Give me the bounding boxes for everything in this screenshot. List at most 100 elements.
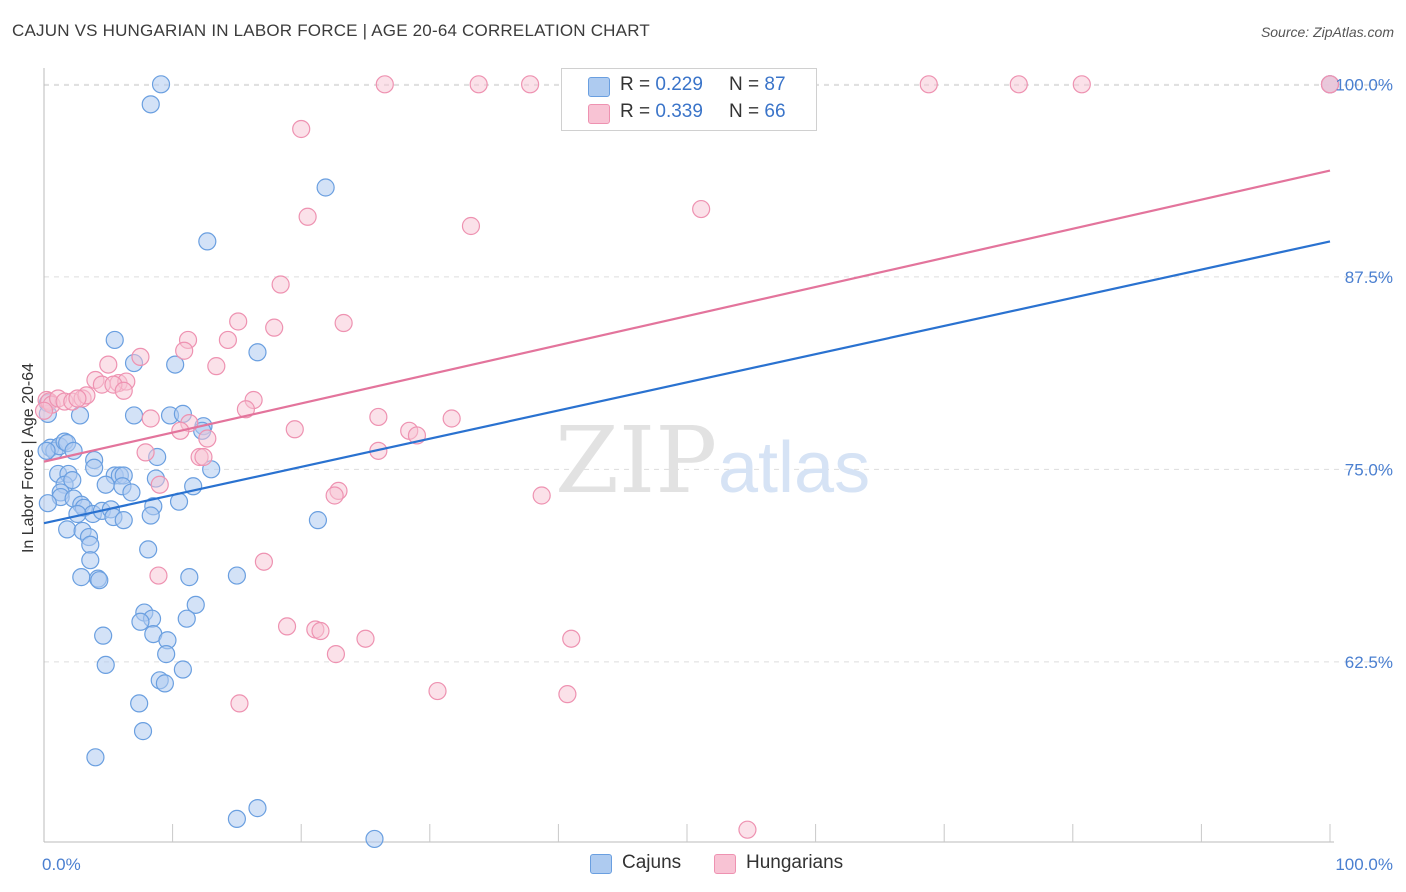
hungarian-point-3: [919, 75, 938, 94]
hungarian-point-56: [532, 486, 551, 505]
hungarian-point-36: [68, 389, 87, 408]
hungarian-point-12: [271, 275, 290, 294]
hungarian-point-21: [99, 355, 118, 374]
bottom-legend-label-hungarians: Hungarians: [746, 852, 844, 873]
cajun-point-79: [130, 694, 149, 713]
hungarian-point-48: [198, 429, 217, 448]
cajun-point-54: [308, 511, 328, 530]
hungarian-point-63: [562, 629, 581, 648]
hungarian-point-5: [1072, 75, 1091, 94]
bottom-legend-swatch-cajuns: [590, 854, 612, 874]
cajun-point-35: [96, 475, 115, 494]
watermark-zip: ZIP: [555, 407, 717, 514]
hungarian-point-14: [229, 312, 248, 331]
hungarian-point-66: [558, 685, 577, 704]
cajun-point-60: [139, 540, 158, 559]
legend-swatch-cajuns: [588, 77, 610, 97]
bottom-legend-swatch-hungarians: [714, 854, 736, 874]
hungarian-point-13: [334, 313, 353, 333]
hungarian-point-7: [1320, 75, 1340, 94]
hungarian-point-39: [34, 401, 54, 420]
source-credit: Source: ZipAtlas.com: [1260, 24, 1394, 40]
hungarian-point-38: [236, 400, 256, 419]
cajun-point-55: [58, 520, 77, 539]
legend-row-cajuns: R = 0.229 N = 87: [562, 74, 816, 102]
hungarian-point-61: [311, 621, 330, 641]
hungarian-point-44: [285, 420, 304, 439]
hungarian-point-2: [521, 75, 540, 94]
cajun-point-80: [133, 722, 153, 741]
hungarian-point-68: [738, 820, 757, 839]
cajun-point-24: [85, 458, 104, 477]
cajun-point-65: [227, 566, 246, 585]
legend-n-hungarians: N = 66: [729, 101, 786, 123]
cajun-point-37: [122, 483, 141, 502]
legend-n-label: N =: [729, 101, 765, 122]
cajun-point-69: [177, 609, 196, 628]
hungarian-point-49: [136, 443, 155, 462]
cajun-point-11: [124, 406, 144, 425]
legend-r-value: 0.229: [655, 74, 703, 95]
legend-n-value: 66: [764, 101, 786, 122]
hungarian-trend-line: [43, 169, 1331, 463]
hungarian-points: [34, 75, 1340, 839]
grid-lines: [44, 83, 1392, 663]
hungarian-point-1: [469, 75, 488, 94]
y-tick-label-0: 62.5%: [1345, 653, 1393, 672]
legend-n-cajuns: N = 87: [729, 74, 786, 96]
cajun-point-30: [63, 471, 82, 490]
hungarian-point-58: [149, 566, 168, 585]
legend-n-value: 87: [764, 74, 786, 95]
cajun-point-83: [227, 809, 246, 829]
cajun-point-61: [72, 568, 91, 587]
chart-title: CAJUN VS HUNGARIAN IN LABOR FORCE | AGE …: [12, 21, 650, 40]
cajun-point-84: [365, 829, 384, 849]
hungarian-point-65: [428, 681, 447, 701]
hungarian-point-67: [230, 694, 249, 713]
hungarian-point-19: [131, 347, 150, 366]
hungarian-point-52: [194, 447, 213, 467]
x-tick-label-1: 100.0%: [1335, 855, 1393, 874]
hungarian-point-8: [292, 119, 311, 139]
cajun-point-42: [38, 494, 57, 513]
cajun-point-0: [151, 75, 171, 94]
legend-r-hungarians: R = 0.339: [620, 101, 703, 123]
cajun-point-6: [166, 355, 185, 374]
cajun-point-82: [248, 799, 267, 818]
cajun-point-66: [186, 595, 205, 614]
hungarian-point-9: [298, 207, 317, 226]
hungarian-point-53: [150, 475, 169, 494]
y-tick-label-3: 100.0%: [1335, 75, 1393, 94]
cajun-point-53: [114, 511, 133, 530]
hungarian-point-27: [114, 381, 133, 400]
legend-r-cajuns: R = 0.229: [620, 74, 703, 96]
cajun-point-7: [248, 343, 267, 362]
legend-r-label: R =: [620, 74, 656, 95]
cajun-point-22: [37, 441, 56, 460]
cajun-point-51: [141, 506, 160, 525]
bottom-legend-label-cajuns: Cajuns: [622, 852, 682, 873]
y-tick-label-2: 87.5%: [1345, 268, 1393, 287]
watermark-atlas: atlas: [718, 428, 870, 508]
legend-r-label: R =: [620, 101, 656, 122]
y-axis-label: In Labor Force | Age 20-64: [20, 363, 37, 553]
hungarian-point-0: [375, 75, 394, 94]
hungarian-point-43: [369, 407, 388, 427]
hungarian-point-10: [461, 216, 481, 236]
cajun-point-81: [86, 748, 105, 767]
hungarian-point-55: [325, 486, 344, 505]
hungarian-point-11: [692, 199, 711, 219]
cajun-point-2: [316, 178, 335, 197]
cajun-point-4: [105, 330, 124, 350]
cajun-point-3: [198, 232, 217, 251]
hungarian-point-20: [207, 357, 226, 376]
hungarian-point-40: [141, 409, 160, 428]
tick-labels: 62.5% 75.0% 87.5% 100.0% 0.0% 100.0%: [42, 75, 1393, 874]
cajun-point-59: [81, 551, 100, 570]
hungarian-point-18: [175, 341, 194, 360]
cajun-point-70: [131, 612, 150, 631]
hungarian-point-4: [1009, 75, 1028, 94]
cajun-trend-line: [43, 240, 1331, 525]
y-tick-label-1: 75.0%: [1345, 460, 1393, 479]
